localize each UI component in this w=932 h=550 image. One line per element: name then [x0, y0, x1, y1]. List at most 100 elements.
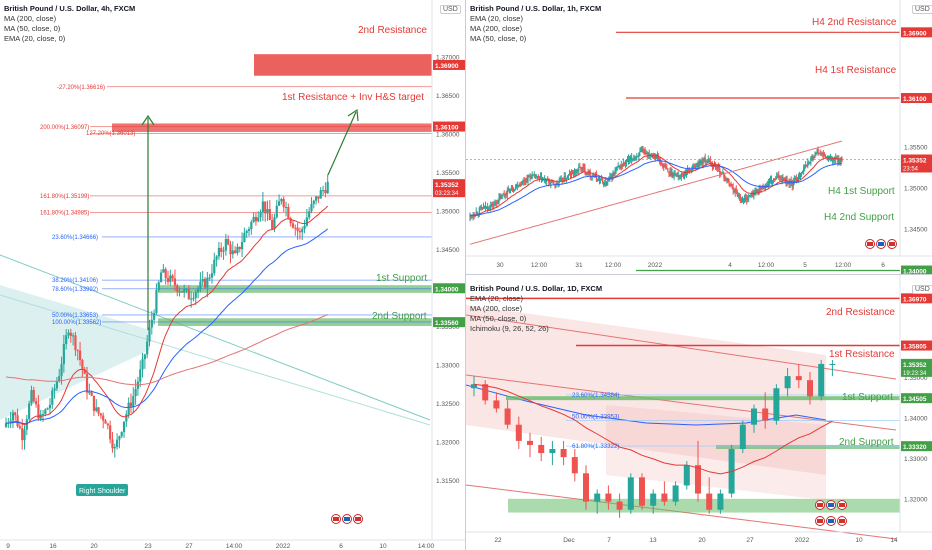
h1-candle	[524, 181, 526, 183]
d1-fib-label: 61.80%(1.33322)	[572, 443, 619, 450]
h4-chart-canvas[interactable]: -27.20%(1.36616) 200.00%(1.36097)127.20%(…	[0, 0, 465, 550]
h1-candle	[824, 155, 826, 158]
d1-x-tick: 7	[607, 537, 611, 544]
h1-candle	[791, 182, 793, 187]
h1-chart-canvas[interactable]: H4 2nd Resistance H4 1st Resistance H4 1st…	[466, 0, 932, 274]
h4-candle	[217, 247, 221, 257]
h1-candle	[583, 167, 585, 169]
h4-candle	[72, 335, 75, 337]
h1-candle	[731, 184, 733, 188]
h1-candle	[760, 188, 762, 190]
d1-price-axis	[900, 275, 932, 550]
h1-candle	[678, 174, 680, 178]
h1-candle	[571, 172, 574, 174]
h1-candle	[686, 169, 689, 174]
h1-candle	[576, 170, 578, 173]
h4-title: British Pound / U.S. Dollar, 4h, FXCM	[4, 4, 136, 13]
h1-candle	[750, 194, 752, 196]
h4-y-tick: 1.31500	[436, 478, 460, 485]
h1-candle	[682, 174, 685, 176]
d1-price-tag-bg	[901, 293, 932, 304]
h1-candle	[633, 159, 635, 161]
h4-candle	[215, 256, 218, 260]
h4-price-tag: 1.36900	[435, 63, 459, 70]
h4-candle	[185, 289, 188, 291]
h1-candle	[473, 215, 475, 217]
h4-candle	[88, 392, 91, 394]
h1-candle	[617, 166, 619, 168]
h1-candle	[772, 178, 775, 182]
h1-candle	[796, 178, 799, 181]
d1-chart-panel[interactable]: 23.60%(1.34584) 50.00%(1.33953) 61.80%(1.3…	[466, 275, 932, 550]
h1-candle	[555, 182, 557, 186]
h1-candle	[596, 178, 599, 181]
h1-candle	[562, 181, 564, 183]
d1-x-tick: 2022	[795, 537, 810, 544]
h1-candle	[564, 176, 566, 180]
h1-candle	[631, 156, 633, 160]
h1-candle	[806, 164, 808, 167]
h1-candle	[520, 184, 522, 186]
h4-candle	[303, 225, 306, 230]
h1-candle	[489, 208, 491, 210]
d1-candle	[605, 493, 612, 502]
h4-candle	[164, 269, 167, 279]
d1-price-tag-countdown: 19:23:34	[903, 371, 927, 377]
h1-candle	[805, 164, 807, 167]
h1-candle	[577, 170, 579, 172]
d1-chart-canvas[interactable]: 23.60%(1.34584) 50.00%(1.33953) 61.80%(1.3…	[466, 275, 932, 550]
h4-price-tag-bg	[433, 121, 465, 132]
d1-y-tick: 1.32000	[904, 497, 928, 504]
h1-candle	[838, 158, 840, 163]
d1-zone-base	[508, 498, 900, 513]
h1-candle	[545, 179, 547, 182]
h1-candle	[530, 176, 532, 179]
h1-candle	[671, 172, 673, 176]
h1-currency-button[interactable]: USD	[912, 5, 932, 14]
h4-candle	[298, 230, 302, 233]
h4-candle	[169, 275, 172, 282]
h4-currency-button[interactable]: USD	[440, 5, 461, 14]
h4-fib-label: 161.80%(1.35199)	[40, 194, 89, 200]
h4-target-arrowhead	[141, 114, 155, 126]
h1-candle	[697, 163, 699, 167]
h1-candle	[818, 152, 820, 154]
d1-b-flag-stripe	[817, 519, 823, 523]
h1-candle	[793, 179, 795, 182]
h4-candle	[227, 239, 230, 245]
h4-price-tag-countdown: 03:23:34	[435, 191, 459, 197]
h1-candle	[510, 187, 513, 190]
h4-x-tick: 23	[144, 543, 152, 550]
h1-candle	[754, 192, 756, 194]
h1-candle	[634, 157, 636, 160]
h4-chart-panel[interactable]: -27.20%(1.36616) 200.00%(1.36097) 127.20%(…	[0, 0, 465, 550]
h4-candle	[65, 335, 68, 345]
panel-divider-horizontal[interactable]	[466, 274, 932, 275]
h1-candle	[585, 173, 587, 175]
h1-x-tick: 4	[728, 262, 732, 269]
h1-candle	[600, 179, 603, 181]
h1-candle	[817, 149, 819, 153]
h4-fib-label: 127.20%(1.36013)	[86, 131, 135, 137]
h1-candle	[579, 166, 581, 168]
h4-candle	[18, 426, 21, 429]
h4-candle	[34, 401, 38, 405]
h4-candle	[76, 350, 79, 352]
h1-chart-panel[interactable]: H4 2nd Resistance H4 1st Resistance H4 1st…	[466, 0, 932, 274]
h1-candle	[667, 169, 669, 172]
h4-candle	[83, 369, 86, 374]
panel-divider-vertical[interactable]	[465, 0, 466, 550]
h1-candle	[509, 189, 512, 193]
h1-candle	[808, 161, 810, 163]
h1-candle	[718, 164, 720, 168]
d1-currency-button[interactable]: USD	[912, 285, 932, 294]
h1-candle	[689, 170, 691, 172]
h1-candle	[639, 151, 641, 153]
h1-price-tag-bg	[901, 93, 932, 104]
h1-candle	[767, 182, 769, 187]
h1-candle	[809, 161, 811, 164]
h1-candle	[487, 206, 489, 210]
h1-candle	[481, 208, 484, 210]
h1-candle	[565, 178, 567, 180]
d1-x-tick: 20	[698, 537, 706, 544]
